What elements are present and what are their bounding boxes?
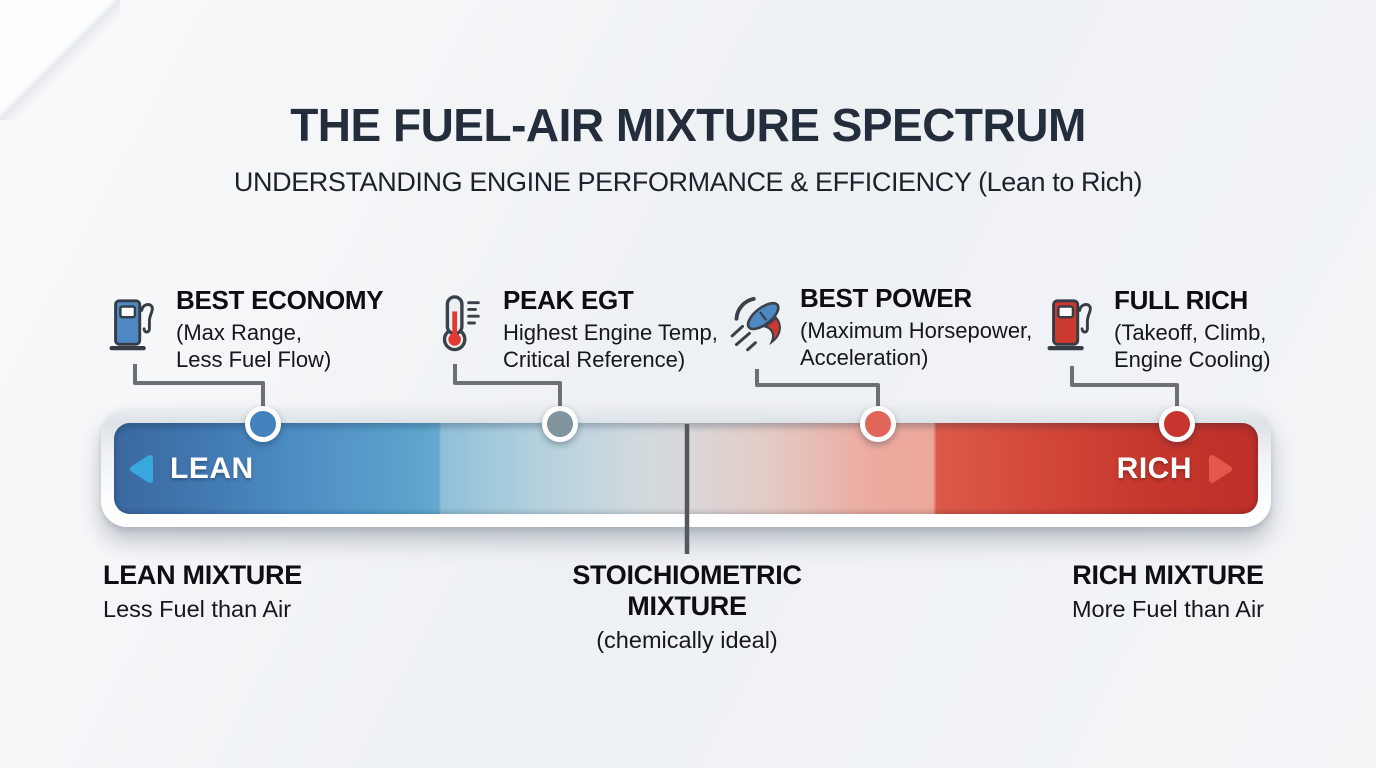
callout-desc-line: Less Fuel Flow) [176, 347, 332, 373]
marker-best-power [860, 406, 896, 442]
rich-label: RICH [1117, 452, 1234, 486]
marker-best-economy [245, 406, 281, 442]
lean-mixture-subtitle: Less Fuel than Air [103, 596, 292, 622]
lean-label-text: LEAN [170, 451, 254, 485]
stoichiometric-label: STOICHIOMETRIC MIXTURE (chemically ideal… [512, 560, 862, 654]
callout-desc-line: Engine Cooling) [1114, 347, 1271, 373]
callout-title: PEAK EGT [503, 285, 634, 315]
stoichiometric-title: STOICHIOMETRIC MIXTURE [572, 560, 802, 621]
callout-title: BEST ECONOMY [176, 285, 384, 315]
fuel-pump-red-icon [1041, 289, 1099, 357]
callout-desc-line: (Maximum Horsepower, [800, 318, 1033, 343]
callout-peak-egt: PEAK EGT Highest Engine Temp, Critical R… [430, 285, 718, 373]
callout-desc-line: Highest Engine Temp, [503, 320, 718, 345]
right-arrow-icon [1209, 454, 1232, 483]
callout-title: FULL RICH [1114, 285, 1249, 315]
lean-mixture-label: LEAN MIXTURE Less Fuel than Air [103, 560, 302, 623]
left-arrow-icon [130, 454, 153, 483]
callout-best-power: BEST POWER (Maximum Horsepower, Accelera… [727, 283, 1032, 371]
background-fold [0, 0, 120, 120]
callout-desc-line: Critical Reference) [503, 347, 686, 373]
stoichiometric-subtitle: (chemically ideal) [596, 627, 778, 653]
callout-full-rich: FULL RICH (Takeoff, Climb, Engine Coolin… [1041, 285, 1271, 373]
callout-desc-line: (Max Range, [176, 320, 302, 345]
thermometer-icon [430, 289, 488, 357]
rich-mixture-label: RICH MIXTURE More Fuel than Air [1000, 560, 1336, 623]
rich-label-text: RICH [1116, 451, 1192, 485]
lean-label: LEAN [128, 452, 254, 486]
lean-mixture-title: LEAN MIXTURE [103, 560, 302, 590]
connector-best-power [755, 369, 880, 407]
callout-title: BEST POWER [800, 283, 972, 313]
marker-peak-egt [542, 406, 578, 442]
marker-full-rich [1159, 406, 1195, 442]
fuel-pump-blue-icon [103, 289, 161, 357]
page-subtitle: UNDERSTANDING ENGINE PERFORMANCE & EFFIC… [233, 167, 1143, 197]
callout-desc-line: (Takeoff, Climb, [1114, 320, 1267, 345]
callout-desc-line: Acceleration) [800, 345, 929, 371]
callout-best-economy: BEST ECONOMY (Max Range, Less Fuel Flow) [103, 285, 384, 373]
page-title: THE FUEL-AIR MIXTURE SPECTRUM [290, 99, 1086, 151]
rich-mixture-title: RICH MIXTURE [1072, 560, 1264, 590]
rich-mixture-subtitle: More Fuel than Air [1071, 596, 1264, 622]
spectrum-gradient: LEAN RICH [114, 423, 1258, 514]
rocket-icon [727, 287, 785, 355]
